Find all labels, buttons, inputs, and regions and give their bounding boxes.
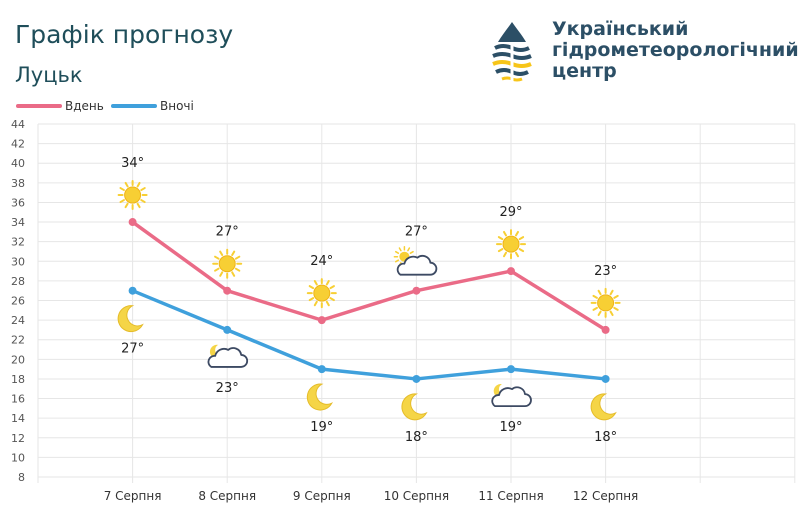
sun-cloud-icon (393, 245, 438, 276)
night-temp-label: 19° (310, 420, 333, 435)
day-temp-label: 27° (216, 225, 239, 240)
data-point-night (128, 286, 137, 295)
y-tick-label: 16 (11, 393, 25, 406)
day-temp-label: 29° (499, 205, 522, 220)
data-point-day (128, 218, 137, 227)
series-line-night (130, 288, 608, 381)
data-point-night (412, 374, 421, 383)
organization-name: Український гідрометеорологічний центр (552, 18, 799, 82)
day-temp-label: 23° (594, 264, 617, 279)
x-tick-label: 10 Серпня (384, 489, 449, 503)
y-tick-label: 12 (11, 432, 25, 445)
y-tick-label: 20 (11, 353, 25, 366)
y-tick-label: 30 (11, 255, 25, 268)
day-temp-label: 24° (310, 254, 333, 269)
y-tick-label: 18 (11, 373, 25, 386)
moon-icon (590, 393, 617, 421)
y-tick-label: 42 (11, 138, 25, 151)
x-tick-label: 12 Серпня (573, 489, 638, 503)
moon-cloud-icon (491, 384, 532, 408)
y-tick-label: 32 (11, 236, 25, 249)
sun-icon (306, 278, 337, 309)
y-tick-label: 8 (18, 471, 25, 484)
data-point-day (507, 267, 515, 276)
legend-label-night: Вночі (160, 99, 194, 113)
y-tick-label: 34 (11, 216, 25, 229)
night-temp-label: 23° (216, 381, 239, 396)
city-name: Луцьк (15, 63, 83, 87)
org-line-1: Український (552, 18, 689, 40)
x-tick-label: 11 Серпня (478, 489, 543, 503)
org-line-3: центр (552, 60, 617, 82)
night-temp-label: 27° (121, 342, 144, 357)
data-point-day (317, 316, 326, 325)
night-temp-label: 19° (499, 420, 522, 435)
night-temp-label: 18° (405, 430, 428, 445)
series-line-day (130, 220, 608, 332)
data-point-night (601, 374, 610, 383)
night-temp-label: 18° (594, 430, 617, 445)
y-tick-label: 26 (11, 295, 25, 308)
page-title: Графік прогнозу (15, 20, 234, 49)
sun-icon (212, 248, 243, 279)
moon-icon (401, 393, 428, 421)
x-tick-label: 8 Серпня (198, 489, 256, 503)
day-temp-label: 34° (121, 156, 144, 171)
legend-label-day: Вдень (65, 99, 104, 113)
y-tick-label: 28 (11, 275, 25, 288)
y-tick-label: 40 (11, 157, 25, 170)
data-point-night (507, 365, 515, 374)
sun-icon (496, 229, 526, 260)
x-tick-label: 7 Серпня (104, 489, 162, 503)
droplet-logo-icon (492, 22, 532, 82)
x-tick-label: 9 Серпня (293, 489, 351, 503)
org-line-2: гідрометеорологічний (552, 39, 799, 61)
data-point-day (223, 286, 232, 295)
y-tick-label: 36 (11, 196, 25, 209)
data-point-night (317, 365, 326, 374)
moon-icon (306, 383, 334, 411)
y-tick-label: 10 (11, 451, 25, 464)
y-tick-label: 38 (11, 177, 25, 190)
sun-icon (117, 180, 148, 211)
sun-icon (590, 287, 621, 318)
y-tick-label: 24 (11, 314, 25, 327)
data-point-day (601, 325, 610, 334)
data-point-day (412, 286, 421, 295)
day-temp-label: 27° (405, 225, 428, 240)
moon-icon (117, 305, 144, 333)
y-tick-label: 14 (11, 412, 25, 425)
y-tick-label: 22 (11, 334, 25, 347)
data-point-night (223, 325, 232, 334)
y-tick-label: 44 (11, 118, 25, 131)
moon-cloud-icon (207, 344, 249, 368)
